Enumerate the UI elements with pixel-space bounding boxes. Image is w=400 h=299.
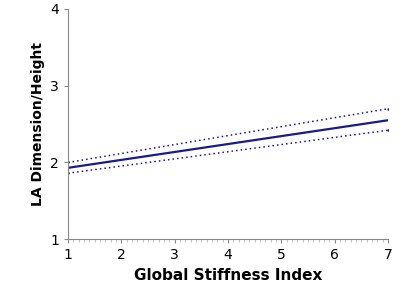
Y-axis label: LA Dimension/Height: LA Dimension/Height [30,42,44,206]
X-axis label: Global Stiffness Index: Global Stiffness Index [134,268,322,283]
